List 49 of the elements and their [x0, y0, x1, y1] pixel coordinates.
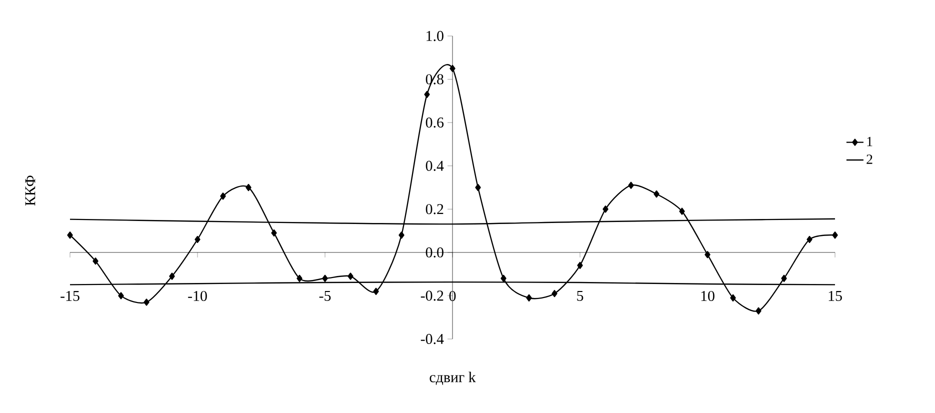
point — [144, 298, 150, 306]
point — [92, 258, 98, 265]
point — [806, 236, 812, 244]
point — [679, 208, 685, 215]
point — [450, 64, 456, 72]
point — [348, 272, 354, 280]
point — [169, 272, 175, 280]
y-tick-label: 0.6 — [426, 117, 444, 128]
point — [424, 90, 430, 98]
x-tick-label: -15 — [60, 290, 80, 301]
point — [500, 274, 506, 282]
y-tick-label: 0.4 — [426, 160, 444, 171]
x-tick-label: 0 — [449, 290, 456, 302]
point — [398, 232, 404, 239]
point — [628, 182, 634, 189]
point — [704, 251, 710, 258]
point — [271, 229, 277, 237]
y-tick-label: 0.0 — [426, 247, 444, 258]
point — [475, 184, 481, 192]
point — [296, 274, 302, 282]
point — [602, 206, 608, 213]
point — [373, 288, 379, 295]
y-tick-label: -0.4 — [420, 334, 444, 344]
point — [730, 294, 736, 302]
point — [526, 294, 532, 302]
point — [322, 274, 328, 282]
x-tick-label: 15 — [828, 290, 842, 301]
point — [832, 232, 838, 239]
legend-label: 2 — [866, 154, 872, 164]
point — [756, 307, 762, 314]
legend-label: 1 — [867, 136, 872, 146]
point — [67, 232, 73, 239]
point — [781, 274, 787, 282]
x-tick-label: -10 — [188, 290, 207, 302]
point — [194, 236, 200, 244]
y-tick-label: 1.0 — [426, 30, 444, 42]
x-axis-title: сдвиг k — [430, 372, 476, 386]
y-tick-label: 0.2 — [426, 204, 444, 214]
point — [220, 192, 226, 200]
point — [577, 262, 583, 269]
x-tick-label: 5 — [577, 290, 584, 301]
y-tick-label: -0.2 — [420, 290, 444, 301]
point — [552, 290, 558, 298]
point — [246, 184, 252, 192]
y-axis-title: ККФ — [25, 176, 36, 206]
x-tick-label: 10 — [701, 290, 714, 302]
point — [654, 190, 660, 198]
x-tick-label: -5 — [319, 290, 331, 301]
point — [118, 292, 124, 300]
